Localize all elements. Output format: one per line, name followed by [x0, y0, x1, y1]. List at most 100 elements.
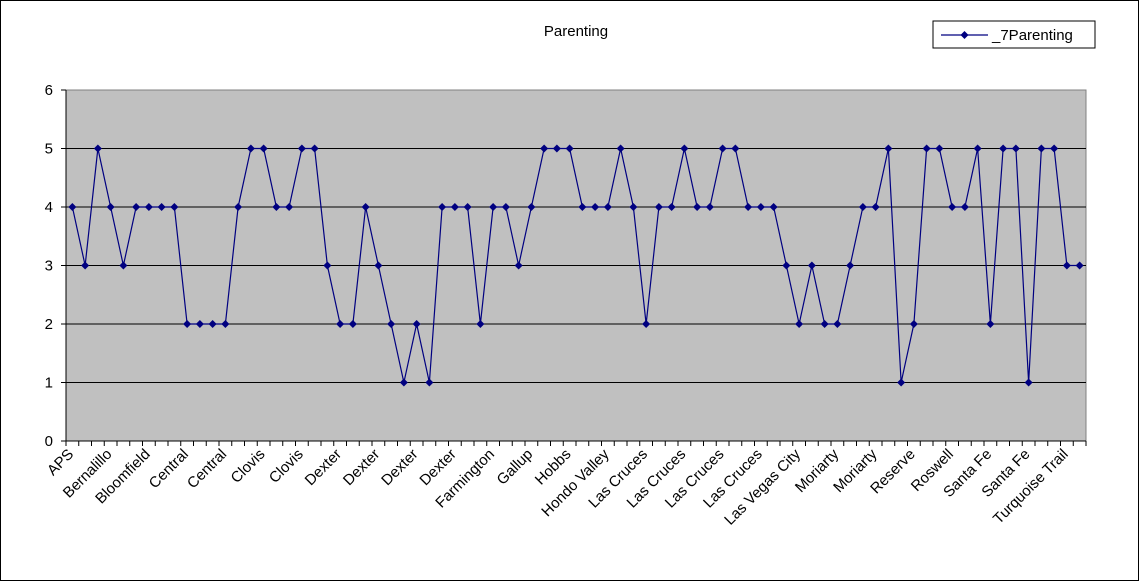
- data-point: [297, 144, 306, 153]
- data-point: [501, 203, 510, 211]
- data-point: [629, 203, 638, 211]
- x-category-label: APS: [44, 446, 77, 479]
- data-point: [195, 320, 204, 328]
- data-point: [884, 144, 893, 153]
- data-point: [756, 203, 765, 211]
- data-point: [680, 144, 689, 153]
- data-point: [603, 203, 612, 211]
- data-point: [208, 320, 217, 328]
- data-point: [170, 203, 179, 211]
- data-point: [833, 320, 842, 328]
- data-point: [68, 203, 77, 211]
- data-point: [654, 203, 663, 211]
- data-point: [935, 144, 944, 153]
- data-point: [1037, 144, 1046, 153]
- data-point: [973, 144, 982, 153]
- y-tick-label: 1: [45, 375, 53, 392]
- x-category-label: Dexter: [378, 446, 421, 489]
- data-point: [1050, 144, 1059, 153]
- data-point: [144, 203, 153, 211]
- data-point: [387, 320, 396, 328]
- data-point: [425, 378, 434, 387]
- data-point: [667, 203, 676, 211]
- data-point: [157, 203, 166, 211]
- data-point: [514, 261, 523, 270]
- data-point: [552, 144, 561, 153]
- data-point: [693, 203, 702, 211]
- data-point: [909, 320, 918, 328]
- data-point: [1011, 144, 1020, 153]
- x-category-label: Central: [146, 446, 192, 492]
- data-point: [565, 144, 574, 153]
- data-point: [591, 203, 600, 211]
- data-point: [744, 203, 753, 211]
- axes: 0 1 2 3 4 5 6: [45, 82, 1087, 450]
- data-point: [412, 320, 421, 328]
- data-point: [106, 203, 115, 211]
- x-category-label: Central: [184, 446, 230, 492]
- data-point: [858, 203, 867, 211]
- data-point: [846, 261, 855, 270]
- data-point: [119, 261, 128, 270]
- data-point: [769, 203, 778, 211]
- data-point: [1024, 378, 1033, 387]
- legend-marker: [960, 31, 969, 39]
- data-point: [132, 203, 141, 211]
- data-point: [246, 144, 255, 153]
- y-tick-label: 6: [45, 82, 53, 99]
- data-point: [450, 203, 459, 211]
- legend: _7Parenting: [932, 20, 1096, 49]
- x-category-label: Gallup: [494, 446, 537, 489]
- data-point: [259, 144, 268, 153]
- data-point: [285, 203, 294, 211]
- data-point: [272, 203, 281, 211]
- data-point: [540, 144, 549, 153]
- data-point: [871, 203, 880, 211]
- data-point: [578, 203, 587, 211]
- chart-title: Parenting: [544, 23, 608, 40]
- data-point: [361, 203, 370, 211]
- data-point: [93, 144, 102, 153]
- y-tick-label: 2: [45, 316, 53, 333]
- data-point: [731, 144, 740, 153]
- y-tick-label: 3: [45, 258, 53, 275]
- data-point: [183, 320, 192, 328]
- data-point: [221, 320, 230, 328]
- series-line-group: [68, 144, 1084, 387]
- data-point: [960, 203, 969, 211]
- data-point: [897, 378, 906, 387]
- series-line: [71, 147, 1080, 383]
- data-point: [527, 203, 536, 211]
- data-point: [642, 320, 651, 328]
- data-point: [718, 144, 727, 153]
- data-point: [310, 144, 319, 153]
- data-point: [1075, 261, 1084, 270]
- y-tick-label: 5: [45, 141, 53, 158]
- x-category-label: Clovis: [228, 446, 269, 487]
- data-point: [820, 320, 829, 328]
- y-tick-label: 0: [45, 433, 53, 450]
- data-point: [323, 261, 332, 270]
- data-point: [348, 320, 357, 328]
- data-point: [463, 203, 472, 211]
- data-point: [399, 378, 408, 387]
- data-point: [999, 144, 1008, 153]
- data-point: [476, 320, 485, 328]
- data-point: [948, 203, 957, 211]
- data-point: [616, 144, 625, 153]
- x-category-label: Clovis: [266, 446, 307, 487]
- x-category-label: Dexter: [302, 446, 345, 489]
- x-category-label: Dexter: [340, 446, 383, 489]
- data-point: [438, 203, 447, 211]
- data-point: [336, 320, 345, 328]
- data-point: [81, 261, 90, 270]
- data-point: [705, 203, 714, 211]
- data-point: [1062, 261, 1071, 270]
- y-tick-label: 4: [45, 199, 53, 216]
- data-point: [782, 261, 791, 270]
- category-labels: APSBernalilloBloomfieldCentralCentralClo…: [44, 445, 1072, 528]
- data-point: [795, 320, 804, 328]
- data-point: [922, 144, 931, 153]
